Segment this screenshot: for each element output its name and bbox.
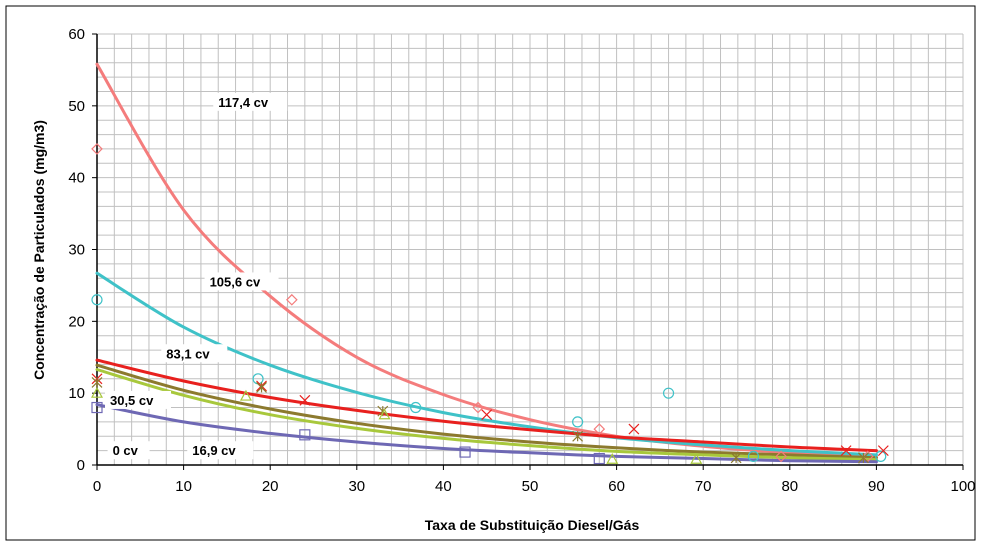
x-tick-label: 80	[781, 478, 798, 495]
curve-label: 0 cv	[113, 443, 139, 458]
data-point	[91, 143, 103, 155]
data-point	[286, 293, 298, 306]
data-point	[593, 423, 606, 435]
y-tick-label: 20	[68, 313, 85, 330]
data-point	[299, 394, 311, 406]
axes: 0 10 20 30 40 50 60 70 80 90 100 0 10 20 30 40 50 60	[68, 26, 975, 495]
curve-label-bg	[187, 441, 254, 460]
x-tick-label: 0	[93, 478, 101, 495]
fit-curve	[95, 62, 878, 459]
y-tick-label: 40	[68, 170, 85, 187]
data-point	[472, 401, 484, 414]
data-point	[410, 401, 422, 414]
y-tick-label: 30	[68, 242, 85, 259]
data-point	[593, 452, 605, 465]
data-point	[730, 452, 742, 464]
x-tick-label: 30	[348, 478, 365, 495]
curve-label-bg	[161, 344, 228, 363]
x-tick-label: 100	[950, 478, 975, 495]
data-point	[606, 453, 619, 464]
curve-label: 16,9 cv	[192, 443, 236, 458]
curve-label: 117,4 cv	[218, 95, 269, 110]
fit-curve	[95, 368, 878, 462]
data-point	[877, 445, 889, 457]
data-point	[377, 405, 389, 417]
x-tick-label: 20	[262, 478, 279, 495]
y-axis-title: Concentração de Particulados (mg/m3)	[31, 120, 47, 380]
x-tick-label: 70	[695, 478, 712, 495]
y-tick-label: 60	[68, 26, 85, 43]
y-tick-label: 0	[77, 457, 85, 474]
data-point	[572, 416, 584, 428]
data-point	[91, 376, 103, 388]
curve-labels: 117,4 cv 105,6 cv 83,1 cv 30,5 cv 16,9 cv 0 c…	[104, 92, 288, 460]
data-point	[875, 450, 887, 462]
curve-label-bg	[104, 390, 171, 409]
data-point	[690, 453, 703, 464]
data-point	[239, 389, 252, 401]
data-point	[775, 450, 787, 463]
data-point	[90, 386, 104, 398]
x-tick-label: 50	[522, 478, 539, 495]
data-point	[256, 381, 267, 393]
curve-label: 83,1 cv	[166, 346, 210, 361]
data-point	[299, 429, 311, 441]
x-tick-label: 10	[175, 478, 192, 495]
data-point	[572, 430, 584, 442]
data-point	[628, 423, 640, 435]
data-markers	[90, 143, 889, 465]
curve-label-bg	[107, 441, 150, 460]
y-tick-label: 10	[68, 385, 85, 402]
data-point	[747, 450, 760, 462]
data-point	[662, 387, 675, 399]
data-point	[481, 409, 493, 421]
x-tick-label: 90	[868, 478, 885, 495]
x-tick-label: 60	[608, 478, 625, 495]
data-point	[840, 445, 852, 457]
data-point	[91, 401, 103, 414]
fit-curve	[95, 358, 878, 453]
fit-curve	[95, 403, 878, 464]
x-axis-title: Taxa de Substituição Diesel/Gás	[425, 517, 640, 533]
curve-label-bg	[204, 272, 279, 291]
curve-label-bg	[213, 92, 288, 111]
data-point	[459, 446, 471, 458]
data-point	[91, 294, 103, 306]
x-tick-label: 40	[435, 478, 452, 495]
data-point	[857, 452, 869, 464]
y-tick-label: 50	[68, 98, 85, 115]
curve-label: 30,5 cv	[110, 393, 154, 408]
fit-curve	[95, 363, 878, 460]
curve-label: 105,6 cv	[210, 274, 261, 289]
data-point	[378, 408, 391, 420]
